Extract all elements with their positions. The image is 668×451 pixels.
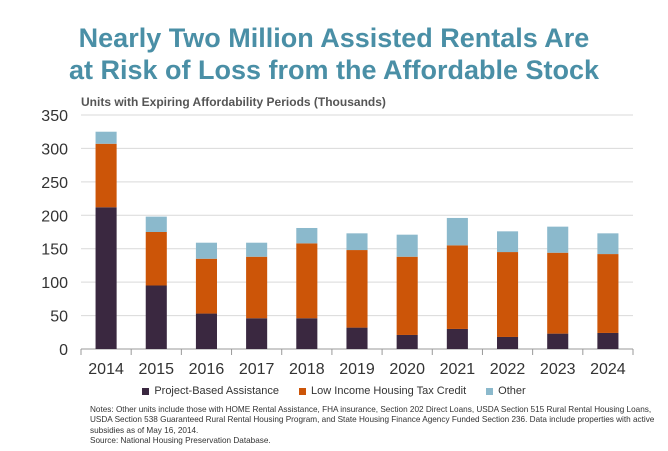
bar-lihtc <box>296 243 318 319</box>
bar-lihtc <box>597 254 619 333</box>
chart-notes: Notes: Other units include those with HO… <box>90 405 660 447</box>
bar-project-based <box>597 332 619 349</box>
bar-other <box>497 231 519 253</box>
x-tick-label: 2024 <box>590 361 626 378</box>
bar-lihtc <box>145 232 167 286</box>
x-tick-label: 2023 <box>540 361 576 378</box>
legend-item-other: Other <box>486 385 526 397</box>
x-tick-label: 2019 <box>339 361 375 378</box>
bar-project-based <box>296 318 318 349</box>
x-tick-label: 2017 <box>239 361 275 378</box>
legend-label-project-based: Project-Based Assistance <box>154 385 280 397</box>
source-text: Source: National Housing Preservation Da… <box>90 436 271 446</box>
chart-title-line-1: Nearly Two Million Assisted Rentals Are <box>78 23 590 53</box>
bar-other <box>95 131 117 144</box>
bar-project-based <box>346 327 368 349</box>
y-tick-label: 150 <box>41 242 68 259</box>
x-tick-label: 2016 <box>189 361 225 378</box>
bar-other <box>246 242 268 257</box>
bar-project-based <box>246 318 268 349</box>
bar-other <box>296 227 318 244</box>
chart-legend: Project-Based Assistance Low Income Hous… <box>0 385 668 397</box>
legend-item-lihtc: Low Income Housing Tax Credit <box>299 385 466 397</box>
bar-other <box>346 233 368 251</box>
bar-other <box>195 242 217 259</box>
bar-project-based <box>547 333 569 349</box>
x-tick-label: 2021 <box>440 361 476 378</box>
bar-other <box>145 216 167 232</box>
y-tick-label: 100 <box>41 275 68 292</box>
bar-other <box>547 226 569 253</box>
notes-text: Notes: Other units include those with HO… <box>90 405 655 435</box>
legend-label-lihtc: Low Income Housing Tax Credit <box>311 385 467 397</box>
y-tick-label: 200 <box>41 208 68 225</box>
x-tick-label: 2022 <box>490 361 526 378</box>
y-tick-label: 250 <box>41 175 68 192</box>
chart-title-line-2: at Risk of Loss from the Affordable Stoc… <box>68 55 600 85</box>
x-tick-label: 2020 <box>389 361 425 378</box>
bar-project-based <box>396 334 418 349</box>
bar-lihtc <box>396 256 418 335</box>
bar-project-based <box>145 285 167 349</box>
x-tick-label: 2018 <box>289 361 325 378</box>
y-tick-label: 350 <box>41 108 68 125</box>
bar-project-based <box>446 328 468 349</box>
x-tick-label: 2014 <box>88 361 124 378</box>
bar-lihtc <box>95 143 117 208</box>
legend-item-project-based: Project-Based Assistance <box>142 385 279 397</box>
x-tick-label: 2015 <box>138 361 174 378</box>
bar-project-based <box>497 336 519 349</box>
bar-other <box>446 217 468 246</box>
bar-project-based <box>95 207 117 349</box>
y-tick-label: 0 <box>59 342 68 359</box>
bar-lihtc <box>446 245 468 329</box>
legend-swatch-project-based <box>142 387 150 395</box>
bar-lihtc <box>246 256 268 319</box>
legend-swatch-other <box>486 387 494 395</box>
bar-lihtc <box>497 252 519 337</box>
y-tick-label: 50 <box>50 309 68 326</box>
bar-lihtc <box>195 258 217 314</box>
bar-other <box>396 234 418 257</box>
bar-lihtc <box>547 252 569 334</box>
y-tick-label: 300 <box>41 141 68 158</box>
legend-label-other: Other <box>498 385 526 397</box>
bar-project-based <box>195 313 217 349</box>
legend-swatch-lihtc <box>299 387 307 395</box>
bar-lihtc <box>346 250 368 328</box>
bar-other <box>597 233 619 255</box>
chart-subtitle: Units with Expiring Affordability Period… <box>81 95 386 109</box>
